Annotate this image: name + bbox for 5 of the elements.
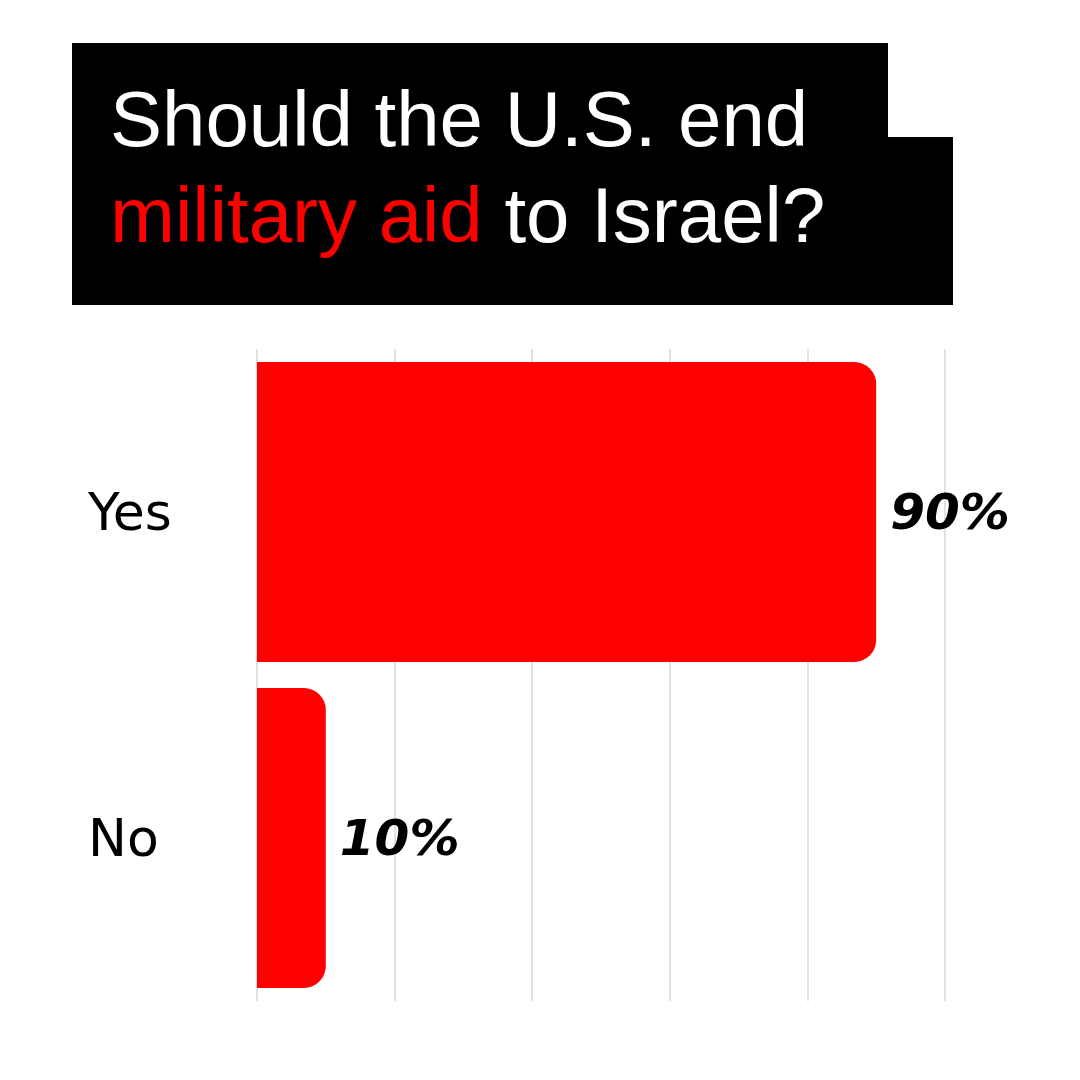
data-label: 10% [339, 809, 460, 867]
data-label: 90% [890, 483, 1010, 541]
y-tick-label: Yes [87, 482, 172, 542]
y-tick-label: No [88, 808, 159, 868]
chart-title: Should the U.S. end military aid to Israel? [110, 74, 826, 261]
